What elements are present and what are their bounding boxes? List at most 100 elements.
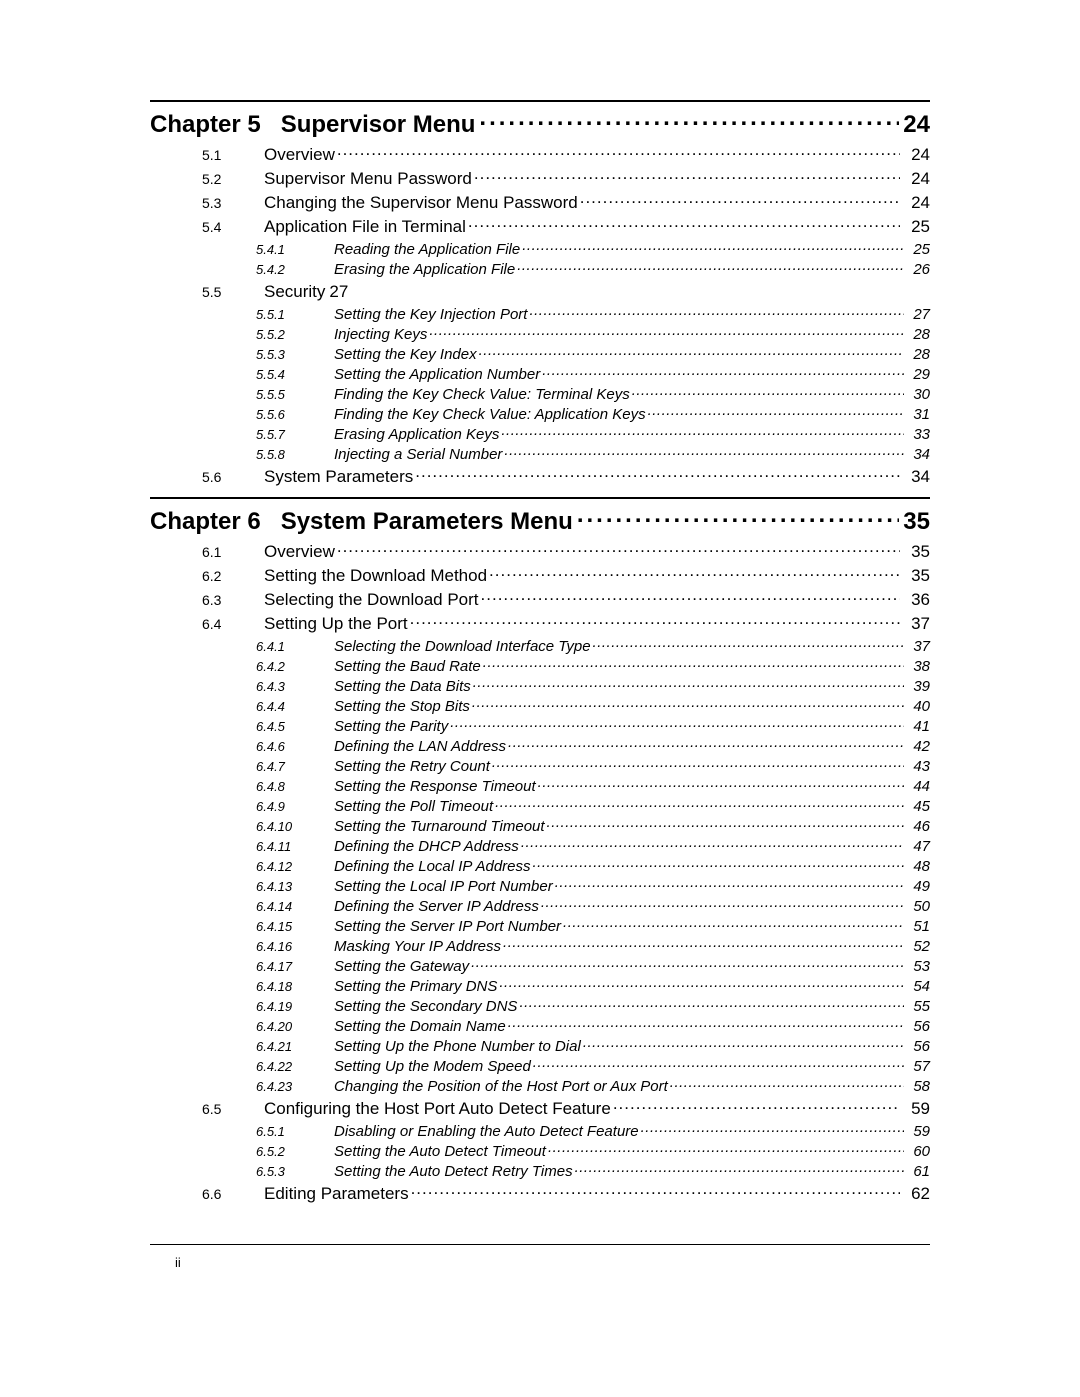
subsection-title: Setting Up the Modem Speed [334, 1058, 531, 1075]
subsection-number: 5.5.4 [150, 367, 334, 382]
subsection-title: Defining the Local IP Address [334, 858, 531, 875]
subsection-page: 37 [906, 638, 930, 655]
subsection-row: 5.5.6Finding the Key Check Value: Applic… [150, 404, 930, 423]
subsection-title: Setting the Poll Timeout [334, 798, 493, 815]
chapter-title: Supervisor Menu [281, 111, 476, 139]
subsection-row: 5.5.7Erasing Application Keys33 [150, 424, 930, 443]
subsection-title: Setting the Primary DNS [334, 978, 497, 995]
subsection-number: 5.4.2 [150, 262, 334, 277]
subsection-row: 6.4.6Defining the LAN Address42 [150, 736, 930, 755]
subsection-title: Setting the Data Bits [334, 678, 471, 695]
subsection-leader-dots [472, 696, 904, 711]
subsection-leader-dots [583, 1036, 904, 1051]
section-number: 6.6 [150, 1186, 264, 1202]
subsection-row: 6.4.8Setting the Response Timeout44 [150, 776, 930, 795]
subsection-leader-dots [499, 976, 904, 991]
subsection-number: 6.4.5 [150, 719, 334, 734]
section-leader-dots [474, 167, 900, 184]
section-row: 5.1Overview 24 [150, 143, 930, 165]
subsection-leader-dots [548, 1141, 904, 1156]
subsection-leader-dots [519, 996, 904, 1011]
subsection-page: 47 [906, 838, 930, 855]
subsection-leader-dots [471, 956, 904, 971]
subsection-leader-dots [429, 324, 904, 339]
subsection-page: 28 [906, 326, 930, 343]
subsection-leader-dots [473, 676, 904, 691]
section-leader-dots [337, 143, 900, 160]
subsection-row: 5.5.4Setting the Application Number29 [150, 364, 930, 383]
section-leader-dots [613, 1097, 900, 1114]
subsection-row: 6.4.3Setting the Data Bits39 [150, 676, 930, 695]
section-title: Selecting the Download Port [264, 590, 479, 610]
subsection-number: 6.4.13 [150, 879, 334, 894]
subsection-number: 6.4.14 [150, 899, 334, 914]
subsection-row: 6.4.14Defining the Server IP Address50 [150, 896, 930, 915]
subsection-title: Setting the Baud Rate [334, 658, 481, 675]
subsection-row: 6.4.1Selecting the Download Interface Ty… [150, 636, 930, 655]
subsection-number: 6.4.1 [150, 639, 334, 654]
subsection-leader-dots [504, 444, 904, 459]
chapter-page: 24 [903, 111, 930, 139]
subsection-page: 42 [906, 738, 930, 755]
subsection-leader-dots [450, 716, 904, 731]
section-row: 6.2Setting the Download Method 35 [150, 564, 930, 586]
subsection-number: 6.4.12 [150, 859, 334, 874]
subsection-number: 6.4.17 [150, 959, 334, 974]
section-leader-dots [580, 191, 900, 208]
subsection-leader-dots [517, 259, 904, 274]
subsection-number: 6.4.11 [150, 839, 334, 854]
subsection-number: 6.4.3 [150, 679, 334, 694]
subsection-page: 52 [906, 938, 930, 955]
subsection-page: 60 [906, 1143, 930, 1160]
section-title: Configuring the Host Port Auto Detect Fe… [264, 1099, 611, 1119]
subsection-page: 49 [906, 878, 930, 895]
subsection-number: 6.4.9 [150, 799, 334, 814]
subsection-number: 6.4.2 [150, 659, 334, 674]
section-row: 5.6System Parameters 34 [150, 465, 930, 487]
subsection-page: 31 [906, 406, 930, 423]
section-leader-dots [411, 1182, 900, 1199]
section-leader-dots [489, 564, 900, 581]
section-number: 6.2 [150, 568, 264, 584]
subsection-row: 6.4.11Defining the DHCP Address 47 [150, 836, 930, 855]
section-page: 59 [902, 1099, 930, 1119]
subsection-row: 6.5.2Setting the Auto Detect Timeout60 [150, 1141, 930, 1160]
subsection-number: 6.4.22 [150, 1059, 334, 1074]
subsection-leader-dots [479, 344, 904, 359]
section-title: Editing Parameters [264, 1184, 409, 1204]
section-number: 5.1 [150, 147, 264, 163]
subsection-title: Defining the DHCP Address [334, 838, 519, 855]
subsection-page: 41 [906, 718, 930, 735]
subsection-title: Reading the Application File [334, 241, 520, 258]
section-title: Security [264, 282, 325, 302]
chapter-label: Chapter 5 [150, 111, 261, 139]
subsection-title: Setting the Application Number [334, 366, 540, 383]
section-leader-dots [350, 280, 928, 297]
section-page: 24 [902, 169, 930, 189]
section-title: Application File in Terminal [264, 217, 466, 237]
subsection-leader-dots [555, 876, 904, 891]
subsection-title: Finding the Key Check Value: Terminal Ke… [334, 386, 630, 403]
section-leader-dots [468, 215, 900, 232]
subsection-row: 6.4.22Setting Up the Modem Speed57 [150, 1056, 930, 1075]
subsection-title: Setting the Turnaround Timeout [334, 818, 545, 835]
subsection-row: 6.4.10Setting the Turnaround Timeout46 [150, 816, 930, 835]
subsection-row: 5.4.2Erasing the Application File26 [150, 259, 930, 278]
section-title: Supervisor Menu Password [264, 169, 472, 189]
subsection-page: 59 [906, 1123, 930, 1140]
chapter-leader-dots [577, 505, 899, 529]
subsection-leader-dots [533, 856, 904, 871]
subsection-leader-dots [670, 1076, 904, 1091]
subsection-title: Setting the Response Timeout [334, 778, 536, 795]
footer-page-number: ii [175, 1255, 930, 1270]
subsection-number: 6.4.18 [150, 979, 334, 994]
subsection-title: Setting the Auto Detect Retry Times [334, 1163, 573, 1180]
subsection-title: Setting the Secondary DNS [334, 998, 517, 1015]
subsection-page: 45 [906, 798, 930, 815]
subsection-page: 58 [906, 1078, 930, 1095]
subsection-row: 6.4.18Setting the Primary DNS54 [150, 976, 930, 995]
subsection-leader-dots [495, 796, 904, 811]
subsection-title: Setting the Server IP Port Number [334, 918, 561, 935]
subsection-leader-dots [538, 776, 904, 791]
subsection-title: Erasing the Application File [334, 261, 515, 278]
